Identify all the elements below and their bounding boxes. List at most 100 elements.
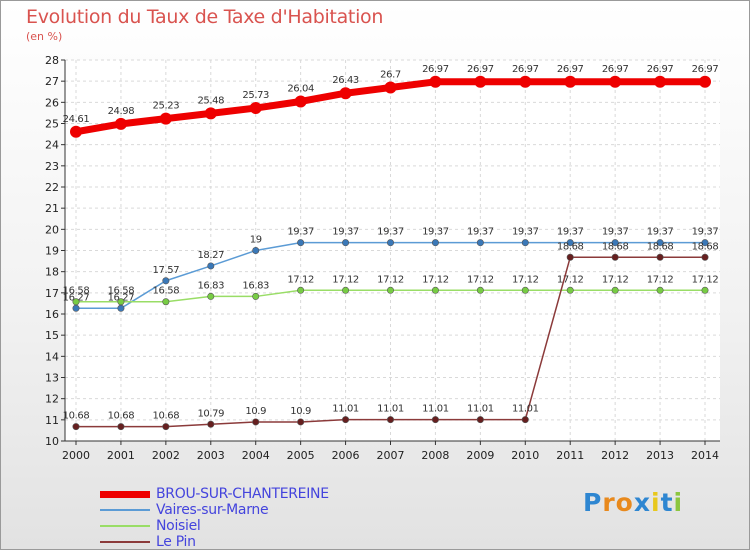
y-tick-label: 12 — [45, 393, 59, 406]
data-label: 16.83 — [197, 280, 224, 291]
y-tick-label: 13 — [45, 372, 59, 385]
data-label: 17.12 — [602, 274, 629, 285]
x-tick-label: 2006 — [332, 449, 360, 462]
data-label: 10.68 — [63, 411, 90, 422]
data-point — [252, 292, 260, 300]
data-point — [114, 117, 127, 130]
data-point — [699, 75, 711, 88]
data-label: 26.97 — [647, 64, 674, 75]
data-point — [159, 112, 172, 125]
y-tick-label: 11 — [45, 414, 59, 427]
data-label: 24.61 — [63, 114, 90, 125]
data-point — [342, 416, 350, 424]
data-label: 26.97 — [512, 64, 539, 75]
chart-title: Evolution du Taux de Taxe d'Habitation — [26, 6, 384, 28]
data-point — [521, 239, 529, 247]
data-label: 19.37 — [647, 227, 674, 238]
data-label: 18.68 — [602, 241, 629, 252]
data-point — [701, 286, 709, 294]
data-point — [162, 423, 170, 431]
data-label: 18.68 — [647, 241, 674, 252]
data-point — [611, 239, 619, 247]
data-point — [611, 253, 619, 261]
y-tick-label: 20 — [45, 223, 59, 236]
data-label: 10.68 — [108, 411, 135, 422]
data-point — [207, 292, 215, 300]
legend-label: Le Pin — [156, 534, 196, 550]
proxiti-logo: Proxiti — [583, 488, 683, 517]
data-point — [207, 420, 215, 428]
data-label: 19.37 — [512, 227, 539, 238]
data-label: 16.58 — [153, 286, 180, 297]
data-label: 26.97 — [422, 64, 449, 75]
data-point — [476, 286, 484, 294]
x-tick-label: 2009 — [466, 449, 494, 462]
y-tick-label: 24 — [45, 139, 59, 152]
data-point — [384, 81, 397, 94]
x-tick-label: 2003 — [197, 449, 225, 462]
data-point — [431, 239, 439, 247]
x-tick-label: 2011 — [556, 449, 584, 462]
x-tick-label: 2005 — [287, 449, 315, 462]
data-label: 19.37 — [602, 227, 629, 238]
logo-letter: P — [583, 488, 603, 517]
x-tick-label: 2000 — [62, 449, 90, 462]
logo-letter: r — [602, 488, 616, 517]
x-tick-label: 2007 — [377, 449, 405, 462]
data-label: 19.37 — [692, 227, 719, 238]
data-label: 26.97 — [692, 64, 719, 75]
data-point — [117, 423, 125, 431]
data-point — [117, 304, 125, 312]
data-point — [72, 304, 80, 312]
data-label: 18.68 — [692, 241, 719, 252]
data-label: 17.12 — [467, 274, 494, 285]
data-point — [476, 239, 484, 247]
data-point — [429, 75, 442, 88]
x-tick-label: 2008 — [421, 449, 449, 462]
data-point — [162, 277, 170, 285]
data-label: 26.7 — [380, 70, 401, 81]
data-label: 19.37 — [332, 227, 359, 238]
legend-item: BROU-SUR-CHANTEREINE — [100, 486, 329, 502]
y-tick-label: 21 — [45, 202, 59, 215]
data-label: 17.12 — [512, 274, 539, 285]
data-label: 17.12 — [287, 274, 314, 285]
legend-item: Le Pin — [100, 534, 329, 550]
data-label: 19.37 — [467, 227, 494, 238]
data-label: 11.01 — [377, 404, 404, 415]
legend-label: BROU-SUR-CHANTEREINE — [156, 486, 329, 502]
data-point — [204, 107, 217, 120]
data-label: 18.68 — [557, 241, 584, 252]
data-label: 17.57 — [153, 265, 180, 276]
data-label: 11.01 — [467, 404, 494, 415]
data-label: 19.37 — [377, 227, 404, 238]
data-point — [70, 125, 82, 138]
data-label: 19.37 — [422, 227, 449, 238]
data-label: 16.58 — [108, 286, 135, 297]
data-point — [386, 416, 394, 424]
data-point — [386, 239, 394, 247]
data-point — [117, 298, 125, 306]
y-tick-label: 10 — [45, 435, 59, 448]
data-label: 18.27 — [197, 250, 224, 261]
data-point — [611, 286, 619, 294]
x-tick-label: 2004 — [242, 449, 270, 462]
logo-letter: t — [660, 488, 674, 517]
data-point — [474, 75, 487, 88]
y-tick-label: 25 — [45, 118, 59, 131]
x-tick-label: 2012 — [601, 449, 629, 462]
data-label: 25.23 — [153, 101, 180, 112]
data-label: 10.68 — [153, 411, 180, 422]
y-tick-label: 15 — [45, 329, 59, 342]
data-point — [249, 102, 262, 115]
data-point — [654, 75, 667, 88]
data-label: 17.12 — [557, 274, 584, 285]
logo-letter: x — [633, 488, 651, 517]
y-tick-label: 28 — [45, 54, 59, 67]
data-label: 26.43 — [332, 75, 359, 86]
data-label: 17.12 — [377, 274, 404, 285]
data-point — [566, 239, 574, 247]
data-label: 24.98 — [108, 106, 135, 117]
logo-letter: i — [673, 488, 684, 517]
